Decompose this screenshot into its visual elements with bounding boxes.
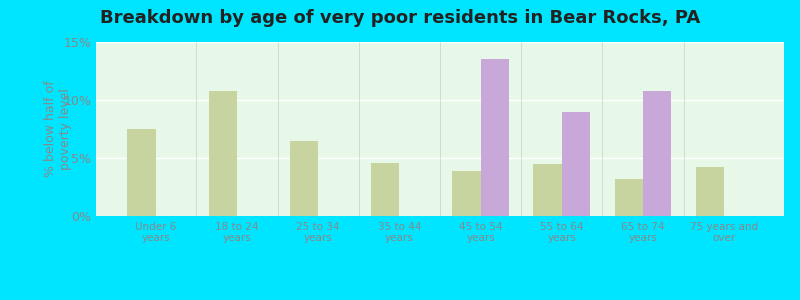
Bar [371,163,399,216]
Bar [290,141,318,216]
Bar [127,129,156,216]
Bar [562,112,590,216]
Bar [534,164,562,216]
Bar [643,91,671,216]
Bar [452,171,481,216]
Y-axis label: % below half of
poverty level: % below half of poverty level [44,81,72,177]
Text: Breakdown by age of very poor residents in Bear Rocks, PA: Breakdown by age of very poor residents … [100,9,700,27]
Bar [481,59,509,216]
Bar [209,91,237,216]
Bar [696,167,724,216]
Bar [614,179,643,216]
